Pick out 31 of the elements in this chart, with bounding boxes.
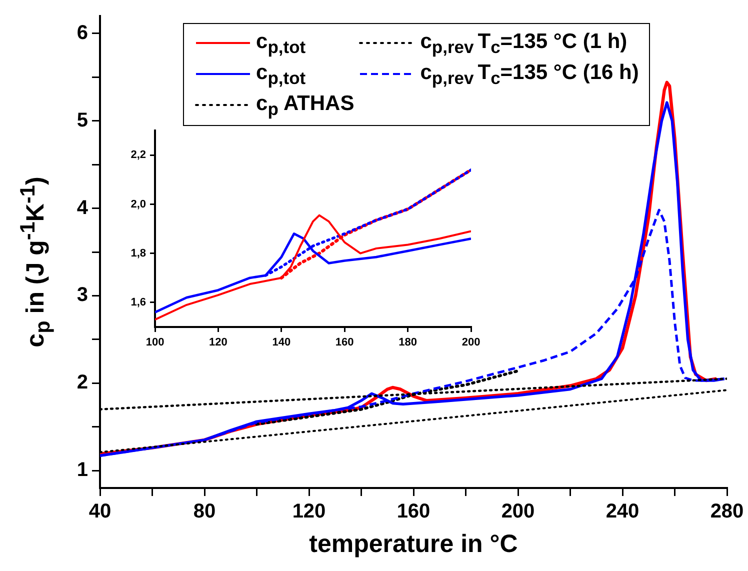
annotation: T$_{c}$=135 °C (16 h) (478, 60, 639, 90)
y-tick-label: 1,6 (130, 296, 146, 308)
x-tick-label: 280 (710, 500, 744, 523)
legend-label: c$_{p,tot}$ (256, 60, 307, 90)
y-tick-label: 2 (76, 372, 88, 394)
x-axis-title: temperature in °C (308, 530, 519, 559)
x-tick-label: 160 (335, 336, 354, 349)
x-tick-label: 120 (209, 336, 228, 349)
x-tick-label: 160 (396, 500, 430, 523)
y-tick-label: 2,0 (130, 198, 146, 210)
x-tick-label: 120 (292, 500, 326, 523)
y-tick-label: 1 (76, 459, 88, 482)
legend-label: c$_{p,tot}$ (256, 29, 307, 59)
x-tick-label: 140 (272, 336, 291, 349)
x-tick-label: 80 (193, 500, 216, 523)
legend-label: c$_{p}$ ATHAS (256, 90, 354, 121)
y-tick-label: 2,2 (130, 149, 146, 162)
y-tick-label: 5 (76, 109, 88, 132)
legend-label: c$_{p,rev}$ (420, 60, 474, 90)
y-tick-label: 4 (76, 196, 89, 219)
x-tick-label: 40 (88, 500, 112, 523)
annotation: T$_{c}$=135 °C (1 h) (478, 29, 628, 59)
legend-label: c$_{p,rev}$ (420, 29, 474, 59)
y-tick-label: 3 (76, 284, 88, 306)
x-tick-label: 240 (606, 500, 640, 523)
y-tick-label: 6 (76, 22, 88, 44)
x-tick-label: 100 (146, 336, 164, 349)
y-tick-label: 1,8 (130, 247, 146, 260)
x-tick-label: 200 (501, 500, 535, 523)
x-tick-label: 200 (462, 336, 480, 349)
x-tick-label: 180 (398, 336, 417, 349)
